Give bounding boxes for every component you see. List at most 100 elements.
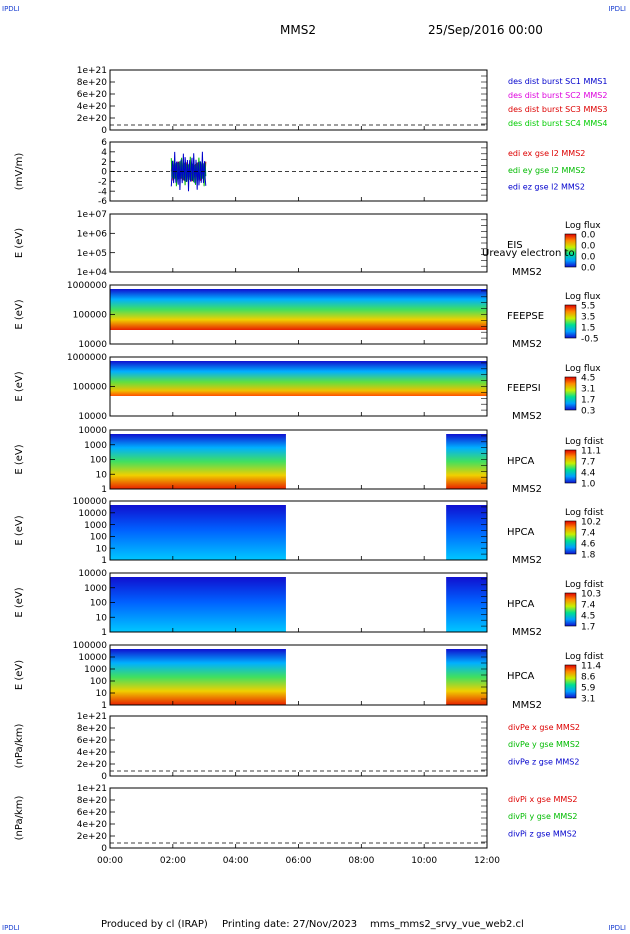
y-tick-label: 100 [90,533,107,543]
y-tick-label: 1000 [84,441,107,451]
y-tick-label: 6e+20 [77,736,108,746]
colorbar-tick-label: 7.4 [581,529,596,539]
legend-label: divPi z gse MMS2 [508,829,577,838]
colorbar-tick-label: 5.9 [581,684,596,694]
y-axis-label: E (eV) [14,515,25,545]
overlay-text: Ureavy electron to [482,248,575,259]
y-tick-label: 8e+20 [77,724,108,734]
y-tick-label: 1000000 [67,281,107,291]
y-tick-label: 1000 [84,521,107,531]
colorbar-tick-label: 7.4 [581,601,596,611]
y-axis-label: E (eV) [14,228,25,258]
y-tick-label: 10000 [78,412,107,422]
colorbar-tick-label: 4.5 [581,612,595,622]
colorbar-tick-label: 10.3 [581,590,601,600]
instrument-label: HPCA [507,527,535,538]
colorbar-tick-label: 5.5 [581,302,595,312]
y-tick-label: 1e+06 [77,230,108,240]
spacecraft-label: MMS2 [512,339,542,350]
y-tick-label: 0 [101,168,107,178]
y-tick-label: 10000 [78,509,107,519]
y-tick-label: 100 [90,677,107,687]
footer-printing-date: Printing date: 27/Nov/2023 [222,919,358,930]
colorbar-title: Log flux [565,221,601,231]
y-tick-label: 4 [101,148,107,158]
y-tick-label: 1e+05 [77,249,107,259]
y-tick-label: 1e+21 [77,66,107,76]
legend-label: edi ex gse l2 MMS2 [508,149,585,158]
panel-frame [109,715,488,777]
legend-label: edi ey gse l2 MMS2 [508,166,586,175]
colorbar-title: Log fdist [565,580,604,590]
y-tick-label: 2 [101,158,107,168]
colorbar-title: Log fdist [565,508,604,518]
y-tick-label: 1e+21 [77,784,107,794]
spectrogram-block [446,577,487,632]
legend-label: divPe y gse MMS2 [508,740,580,749]
y-tick-label: 100 [90,599,107,609]
colorbar-tick-label: 4.6 [581,540,596,550]
instrument-label: HPCA [507,599,535,610]
y-tick-label: 10000 [78,653,107,663]
instrument-label: EIS [507,240,523,251]
x-tick-label: 06:00 [286,856,312,866]
spectrogram-block [110,505,286,560]
y-tick-label: 8e+20 [77,78,108,88]
y-axis-label: E (eV) [14,299,25,329]
y-tick-label: 1000 [84,665,107,675]
colorbar-tick-label: 0.0 [581,264,596,274]
y-tick-label: 10 [96,689,108,699]
y-tick-label: 1 [101,701,107,711]
colorbar-title: Log fdist [565,652,604,662]
spacecraft-label: MMS2 [512,627,542,638]
panel-frame [109,787,488,849]
colorbar-tick-label: 1.7 [581,623,595,633]
colorbar-tick-label: 8.6 [581,673,596,683]
corner-label-bottom-right: IPDLI [608,924,626,932]
colorbar-tick-label: 1.8 [581,551,596,561]
colorbar-tick-label: -0.5 [581,335,599,345]
panel-hpca-hepp [109,572,577,633]
y-tick-label: 2e+20 [77,114,108,124]
colorbar-tick-label: 10.2 [581,518,601,528]
colorbar [564,664,577,699]
spectrogram-block [110,649,286,705]
spectrogram-block [110,361,487,396]
colorbar-tick-label: 7.7 [581,458,595,468]
colorbar [564,233,577,268]
panel-hpca-o [109,644,577,706]
y-tick-label: 4e+20 [77,748,108,758]
y-axis-label: E (eV) [14,587,25,617]
legend-label: divPe x gse MMS2 [508,723,580,732]
y-tick-label: 6 [101,138,107,148]
footer-produced-by: Produced by cl (IRAP) [101,919,208,930]
panel-frame [109,69,488,131]
datetime-title: 25/Sep/2016 00:00 [428,23,543,37]
x-tick-label: 10:00 [411,856,437,866]
y-tick-label: 0 [101,772,107,782]
y-tick-label: 1000000 [67,353,107,363]
colorbar [564,304,577,339]
colorbar-tick-label: 3.5 [581,313,595,323]
spectrogram-block [110,289,487,330]
efield-trace [170,151,207,192]
panel-feepse [109,284,577,345]
colorbar-tick-label: 1.0 [581,480,596,490]
colorbar-tick-label: 3.1 [581,695,595,705]
legend-label: des dist burst SC1 MMS1 [508,77,607,86]
y-axis-label: E (eV) [14,371,25,401]
colorbar [564,376,577,411]
legend-label: edi ez gse l2 MMS2 [508,183,585,192]
instrument-label: FEEPSE [507,311,544,322]
spacecraft-label: MMS2 [512,555,542,566]
y-tick-label: 10 [96,470,108,480]
panel-feepsi [109,356,577,417]
y-axis-label: (mV/m) [14,153,25,191]
y-axis-label: (nPa/km) [14,796,25,841]
y-tick-label: 1 [101,556,107,566]
y-tick-label: -4 [98,187,107,197]
legend-label: des dist burst SC3 MMS3 [508,105,607,114]
y-tick-label: 1e+07 [77,210,107,220]
legend-label: divPe z gse MMS2 [508,757,579,766]
